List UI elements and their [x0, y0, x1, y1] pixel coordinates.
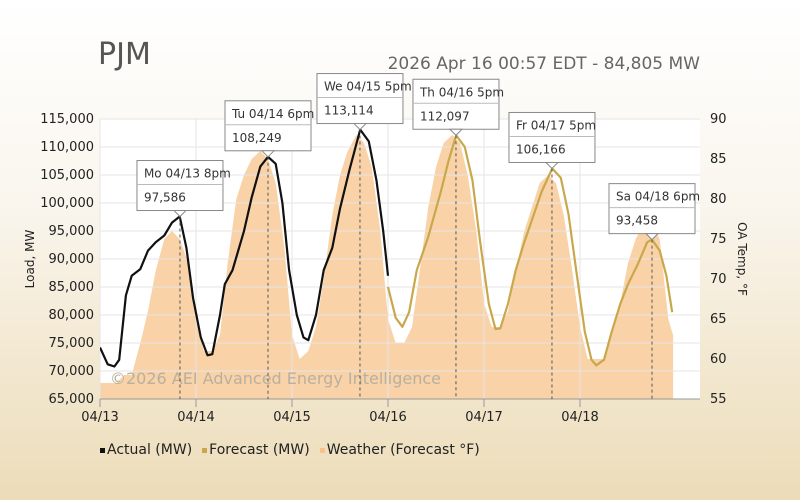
grid-layer: [99, 118, 700, 400]
y2-tick-label: 70: [710, 272, 727, 287]
callout-pointer: [448, 128, 464, 136]
y2-tick-label: 60: [710, 352, 727, 367]
x-tick-label: 04/14: [177, 410, 214, 425]
y-tick-label: 65,000: [49, 392, 95, 407]
forecast-line: [386, 134, 674, 367]
y-tick-label: 110,000: [40, 140, 94, 155]
legend-label-actual: Actual (MW): [107, 442, 193, 458]
y2-tick-label: 90: [710, 112, 727, 127]
callout-value: 93,458: [616, 214, 658, 228]
callout-value: 112,097: [420, 109, 470, 123]
legend: Actual (MW) Forecast (MW) Weather (Forec…: [100, 442, 480, 458]
region-title: PJM: [98, 37, 151, 72]
y-tick-label: 105,000: [40, 168, 94, 183]
callout-value: 113,114: [324, 104, 374, 118]
x-tick-label: 04/16: [369, 410, 406, 425]
callout-pointer: [172, 210, 188, 218]
y2-tick-label: 65: [710, 312, 727, 327]
y2-tick-label: 80: [710, 192, 727, 207]
callout-pointer: [644, 233, 660, 241]
peak-callout: Th 04/16 5pm 112,097: [412, 78, 504, 399]
x-tick-label: 04/13: [81, 410, 118, 425]
callout-date: We 04/15 5pm: [324, 80, 412, 94]
callout-date: Sa 04/18 6pm: [616, 190, 700, 204]
callout-pointer: [544, 161, 560, 170]
y-tick-label: 95,000: [49, 224, 95, 239]
callout-pointer: [260, 150, 276, 158]
legend-item-weather[interactable]: Weather (Forecast °F): [319, 442, 480, 458]
weather-layer: [100, 135, 674, 399]
peak-callout: Tu 04/14 6pm 108,249: [224, 100, 314, 399]
callout-date: Th 04/16 5pm: [419, 85, 504, 99]
legend-item-actual[interactable]: Actual (MW): [100, 442, 192, 458]
callout-box: [508, 111, 596, 163]
y-tick-label: 115,000: [40, 112, 94, 127]
peak-callout: Mo 04/13 8pm 97,586: [136, 160, 231, 399]
y2-tick-label: 55: [710, 392, 727, 407]
callout-box: [316, 73, 404, 125]
y2-tick-label: 75: [710, 232, 727, 247]
legend-label-weather: Weather (Forecast °F): [326, 442, 480, 458]
callout-date: Fr 04/17 5pm: [516, 118, 596, 132]
y2-axis-title: OA Temp, °F: [735, 222, 749, 296]
y-tick-label: 75,000: [49, 336, 95, 351]
callout-layer: Mo 04/13 8pm 97,586 Tu 04/14 6pm 108,249 We …: [136, 73, 700, 399]
y-tick-label: 80,000: [49, 308, 95, 323]
callout-date: Mo 04/13 8pm: [144, 167, 231, 181]
legend-label-forecast: Forecast (MW): [209, 442, 310, 458]
x-tick-label: 04/18: [561, 410, 598, 425]
peak-callout: Sa 04/18 6pm 93,458: [608, 183, 700, 399]
callout-date: Tu 04/14 6pm: [231, 107, 314, 121]
y-tick-label: 100,000: [40, 196, 94, 211]
watermark: ©2026 AEI Advanced Energy Intelligence: [110, 369, 441, 388]
legend-swatch-forecast: [202, 447, 208, 453]
axis-layer: 65,000 70,000 75,000 80,000 85,000 90,000 95,0…: [40, 112, 726, 425]
legend-swatch-weather: [319, 447, 325, 453]
weather-area: [100, 135, 674, 399]
callout-value: 106,166: [516, 142, 566, 156]
x-tick-label: 04/17: [465, 410, 502, 425]
callout-box: [136, 160, 224, 212]
y2-tick-label: 85: [710, 152, 727, 167]
callout-box: [224, 100, 312, 152]
peak-callout: Fr 04/17 5pm 106,166: [508, 111, 596, 399]
y-tick-label: 85,000: [49, 280, 95, 295]
callout-pointer: [352, 123, 368, 131]
actual-line: [100, 128, 390, 368]
callout-value: 97,586: [144, 191, 186, 205]
status-readout: 2026 Apr 16 00:57 EDT - 84,805 MW: [387, 54, 700, 74]
peak-callout: We 04/15 5pm 113,114: [316, 73, 412, 399]
y-axis-title: Load, MW: [23, 230, 37, 289]
x-tick-label: 04/15: [273, 410, 310, 425]
callout-value: 108,249: [232, 131, 282, 145]
y-tick-label: 90,000: [49, 252, 95, 267]
legend-swatch-actual: [100, 447, 105, 453]
y-tick-label: 70,000: [49, 364, 95, 379]
series-layer: [100, 128, 674, 368]
legend-item-forecast[interactable]: Forecast (MW): [202, 442, 310, 458]
